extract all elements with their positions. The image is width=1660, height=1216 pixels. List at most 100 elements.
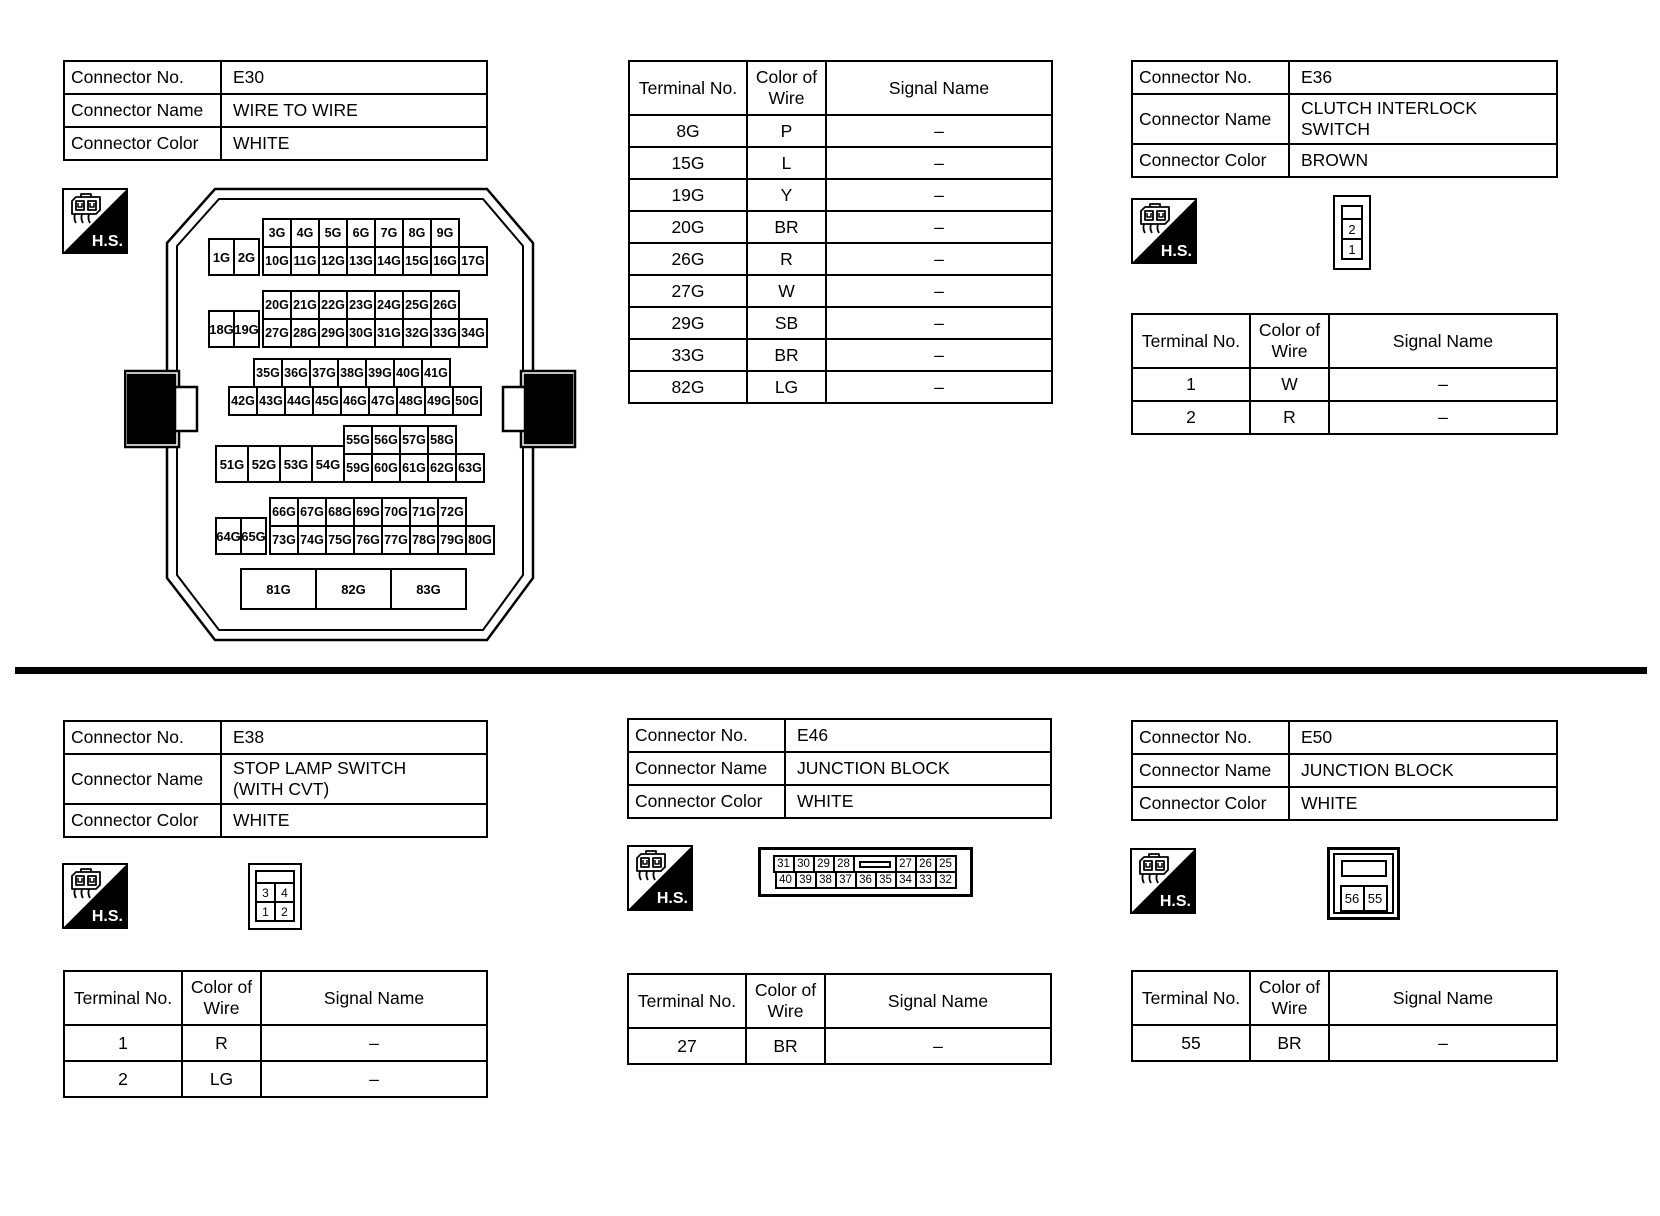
pin-row: 73G 74G 75G 76G 77G 78G 79G 80G xyxy=(269,525,495,555)
pin-cell: 33G xyxy=(430,318,460,348)
connector-color-label: Connector Color xyxy=(1133,145,1290,176)
table-row: Connector No. E38 xyxy=(65,722,486,753)
connector-no-value: E46 xyxy=(797,725,829,745)
connector-color-label: Connector Color xyxy=(65,128,222,159)
pin-cell: 13G xyxy=(346,246,376,276)
pin-cell: 28G xyxy=(290,318,320,348)
e36-terminal-table: Terminal No. Color of Wire Signal Name 1… xyxy=(1131,313,1558,435)
pin-cell: 70G xyxy=(381,497,411,527)
e36-info-table: Connector No. E36 Connector Name CLUTCH … xyxy=(1131,60,1558,178)
hs-badge: H.S. xyxy=(62,188,128,254)
connector-no-value: E50 xyxy=(1301,727,1333,747)
terminal-row: 82G LG – xyxy=(630,370,1051,402)
connector-no-value: E38 xyxy=(233,727,265,747)
terminal-no-cell: 26G xyxy=(630,244,748,274)
e30-pin-group-2: 18G 19G 20G 21G 22G 23G 24G 25G 26G 27G 28G 29G 30… xyxy=(208,290,488,348)
pin-cell: 64G xyxy=(215,517,242,555)
pin-cells: 56 55 xyxy=(1339,885,1388,912)
terminal-no-cell: 15G xyxy=(630,148,748,178)
connector-glyph-icon xyxy=(71,868,101,899)
pin-cell: 1 xyxy=(255,901,276,922)
hs-label: H.S. xyxy=(1159,893,1191,910)
pin-cell: 34G xyxy=(458,318,488,348)
terminal-row: 1 W – xyxy=(1133,369,1556,400)
pin-row: 10G 11G 12G 13G 14G 15G 16G 17G xyxy=(262,246,488,276)
pin-cell: 63G xyxy=(455,453,485,483)
pin-cell: 51G xyxy=(215,445,249,483)
table-row: Connector Name WIRE TO WIRE xyxy=(65,93,486,126)
pin-cell: 25 xyxy=(934,855,957,873)
hs-badge: H.S. xyxy=(1130,848,1196,914)
pin-cell: 37G xyxy=(309,358,339,388)
pin-cell: 53G xyxy=(279,445,313,483)
wire-color-cell: W xyxy=(1251,369,1330,400)
pin-cell: 22G xyxy=(318,290,348,320)
e38-info-table: Connector No. E38 Connector Name STOP LA… xyxy=(63,720,488,838)
pin-cell: 37 xyxy=(834,871,857,889)
table-row: Connector Color BROWN xyxy=(1133,143,1556,176)
pin-cell: 25G xyxy=(402,290,432,320)
terminal-no-cell: 1 xyxy=(65,1026,183,1060)
pin-cell: 48G xyxy=(396,386,426,416)
pin-cell: 73G xyxy=(269,525,299,555)
table-row: Connector No. E46 xyxy=(629,720,1050,751)
connector-no-value: E30 xyxy=(233,67,265,87)
hs-badge: H.S. xyxy=(627,845,693,911)
pin-cell: 40G xyxy=(393,358,423,388)
connector-color-value: WHITE xyxy=(233,810,290,830)
terminal-row: 20G BR – xyxy=(630,210,1051,242)
pin-row: 59G 60G 61G 62G 63G xyxy=(343,453,485,483)
wire-color-cell: Y xyxy=(748,180,827,210)
table-row: Connector Name STOP LAMP SWITCH (WITH CV… xyxy=(65,753,486,803)
pin-cell: 59G xyxy=(343,453,373,483)
pin-cell: 19G xyxy=(233,310,260,348)
terminal-row: 8G P – xyxy=(630,116,1051,146)
pin-cell: 45G xyxy=(312,386,342,416)
hs-label: H.S. xyxy=(1160,243,1192,260)
color-of-wire-header: Color of Wire xyxy=(183,972,262,1024)
pin-cell: 2 xyxy=(1341,218,1363,240)
pin-cell: 31G xyxy=(374,318,404,348)
pin-cell: 83G xyxy=(390,568,467,610)
connector-name-label: Connector Name xyxy=(629,753,786,784)
table-body: 8G P – 15G L – 19G Y – 20G xyxy=(630,116,1051,402)
terminal-no-header: Terminal No. xyxy=(630,62,748,114)
pin-cell: 2G xyxy=(233,238,260,276)
connector-color-label: Connector Color xyxy=(629,786,786,817)
connector-name-value: JUNCTION BLOCK xyxy=(1301,760,1454,780)
pin-cell: 47G xyxy=(368,386,398,416)
signal-name-cell: – xyxy=(1438,1032,1448,1053)
terminal-row: 19G Y – xyxy=(630,178,1051,210)
pin-cell: 7G xyxy=(374,218,404,248)
pin-row: 55G 56G 57G 58G xyxy=(343,425,485,455)
pin-cell: 60G xyxy=(371,453,401,483)
pin-cell: 9G xyxy=(430,218,460,248)
pin-cell: 43G xyxy=(256,386,286,416)
pin-cell: 39 xyxy=(794,871,817,889)
pin-cell: 26 xyxy=(914,855,937,873)
e30-info-table: Connector No. E30 Connector Name WIRE TO… xyxy=(63,60,488,161)
connector-no-label: Connector No. xyxy=(65,62,222,93)
pin-cell: 29G xyxy=(318,318,348,348)
signal-name-cell: – xyxy=(934,248,944,269)
wire-color-cell: LG xyxy=(748,372,827,402)
pin-cell: 49G xyxy=(424,386,454,416)
table-header: Terminal No. Color of Wire Signal Name xyxy=(629,975,1050,1029)
pin-cell: 15G xyxy=(402,246,432,276)
signal-name-cell: – xyxy=(934,376,944,397)
connector-color-value: WHITE xyxy=(1301,793,1358,813)
section-divider xyxy=(15,667,1647,674)
connector-name-label: Connector Name xyxy=(1133,755,1290,786)
terminal-no-header: Terminal No. xyxy=(629,975,747,1027)
table-header: Terminal No. Color of Wire Signal Name xyxy=(1133,972,1556,1026)
connector-color-label: Connector Color xyxy=(65,805,222,836)
pin-cell: 55G xyxy=(343,425,373,455)
connector-name-value: WIRE TO WIRE xyxy=(233,100,358,120)
pin-cell: 16G xyxy=(430,246,460,276)
connector-color-label: Connector Color xyxy=(1133,788,1290,819)
connector-glyph-icon xyxy=(1140,203,1170,234)
